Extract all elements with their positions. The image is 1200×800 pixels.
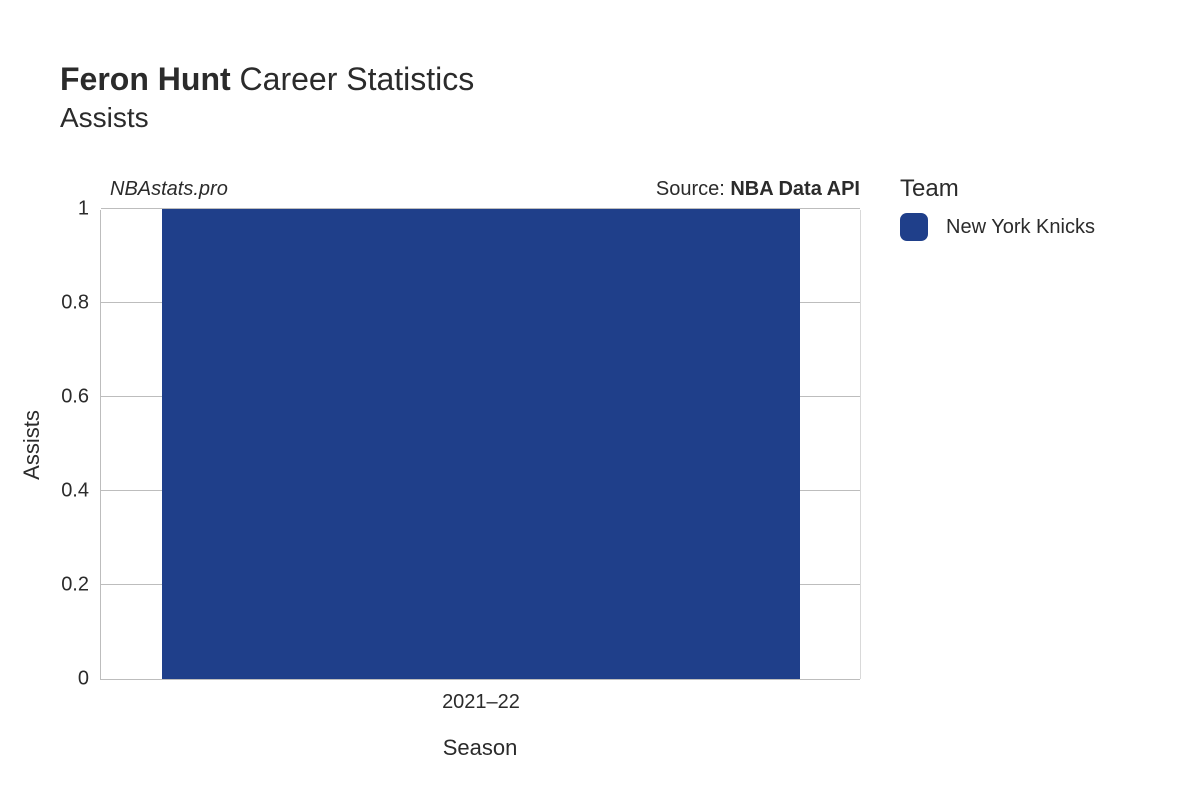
title-suffix: Career Statistics bbox=[240, 61, 475, 97]
y-tick-label: 0.4 bbox=[61, 480, 101, 503]
chart-subtitle: Assists bbox=[60, 102, 474, 134]
player-name: Feron Hunt bbox=[60, 61, 231, 97]
y-axis-label: Assists bbox=[19, 410, 45, 480]
legend-label: New York Knicks bbox=[946, 216, 1095, 239]
plot-area: 00.20.40.60.812021–22 bbox=[100, 210, 860, 680]
y-tick-label: 0.6 bbox=[61, 386, 101, 409]
legend: Team New York Knicks bbox=[900, 175, 1095, 241]
y-tick-label: 0.8 bbox=[61, 292, 101, 315]
source-attribution: Source: NBA Data API bbox=[656, 178, 860, 201]
source-prefix: Source: bbox=[656, 178, 730, 200]
legend-item: New York Knicks bbox=[900, 213, 1095, 241]
legend-swatch bbox=[900, 213, 928, 241]
source-name: NBA Data API bbox=[730, 178, 860, 200]
chart-title: Feron Hunt Career Statistics bbox=[60, 60, 474, 98]
right-spine bbox=[860, 210, 861, 679]
chart-container: Feron Hunt Career Statistics Assists NBA… bbox=[0, 0, 1200, 800]
bar bbox=[162, 209, 800, 679]
y-tick-label: 0.2 bbox=[61, 574, 101, 597]
x-tick-label: 2021–22 bbox=[442, 679, 520, 714]
legend-title: Team bbox=[900, 175, 1095, 203]
x-axis-label: Season bbox=[443, 735, 518, 761]
title-block: Feron Hunt Career Statistics Assists bbox=[60, 60, 474, 134]
y-tick-label: 1 bbox=[78, 198, 101, 221]
watermark-text: NBAstats.pro bbox=[110, 178, 228, 201]
y-tick-label: 0 bbox=[78, 668, 101, 691]
